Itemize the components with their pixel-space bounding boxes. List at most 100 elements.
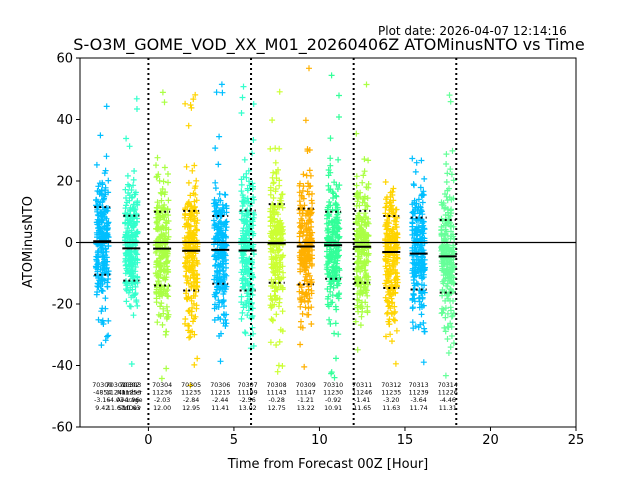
data-point	[277, 326, 284, 333]
data-point	[105, 332, 112, 339]
data-point	[212, 179, 219, 186]
data-point	[324, 295, 331, 302]
data-point	[191, 185, 198, 192]
data-point	[187, 192, 194, 199]
data-point	[249, 264, 256, 271]
data-point	[97, 266, 104, 273]
data-point	[186, 334, 193, 341]
data-point	[389, 338, 395, 345]
data-point	[420, 247, 427, 254]
stat-line: 11.41	[211, 405, 229, 412]
data-point	[187, 333, 194, 340]
data-point	[182, 263, 189, 270]
data-point	[239, 275, 246, 282]
data-point	[217, 316, 224, 323]
data-point	[215, 161, 222, 168]
data-point	[391, 303, 398, 310]
data-point	[383, 333, 389, 340]
stat-line: 70306	[210, 382, 230, 389]
data-point	[122, 220, 129, 227]
data-point	[157, 303, 164, 310]
data-point	[128, 361, 135, 367]
data-point	[191, 231, 198, 238]
data-point	[101, 206, 108, 213]
data-point	[160, 305, 167, 312]
data-point	[267, 145, 274, 152]
stat-line: 70303	[121, 382, 141, 389]
data-point	[194, 226, 200, 233]
data-point	[307, 279, 314, 286]
data-point	[390, 197, 397, 204]
data-point	[386, 199, 393, 206]
data-point	[297, 202, 304, 209]
data-point	[94, 208, 101, 215]
data-point	[153, 286, 160, 293]
stat-line: 70302	[120, 382, 140, 389]
data-point	[162, 290, 169, 297]
data-point	[442, 372, 449, 379]
stat-line: 11230	[323, 390, 343, 397]
data-point	[359, 260, 366, 267]
data-point	[361, 259, 368, 266]
data-point	[223, 202, 230, 209]
data-point	[450, 274, 457, 281]
data-point	[327, 169, 334, 176]
data-point	[105, 177, 112, 184]
data-point	[104, 283, 111, 290]
data-point	[163, 217, 170, 224]
data-point	[152, 270, 159, 277]
data-point	[240, 283, 247, 290]
data-point	[362, 286, 369, 292]
data-point	[215, 229, 222, 236]
data-point	[392, 289, 399, 296]
data-point	[247, 282, 253, 289]
data-point	[302, 304, 309, 311]
data-point	[187, 102, 194, 108]
data-point	[219, 231, 226, 238]
data-point	[393, 218, 400, 225]
data-point	[211, 317, 218, 323]
data-point	[164, 206, 171, 212]
data-point	[306, 147, 313, 153]
data-point	[306, 183, 312, 190]
data-point	[271, 293, 278, 300]
data-point	[298, 290, 305, 297]
data-point	[122, 262, 129, 269]
data-point	[270, 195, 277, 201]
data-point	[386, 271, 393, 278]
data-point	[160, 178, 167, 185]
data-point	[275, 248, 282, 254]
data-point	[130, 220, 137, 227]
data-point	[306, 272, 313, 279]
data-point	[416, 272, 423, 279]
data-point	[388, 310, 395, 317]
data-point	[333, 306, 340, 313]
data-point	[418, 311, 425, 318]
data-point	[296, 182, 303, 189]
stat-line: 70305	[181, 382, 201, 389]
data-point	[223, 218, 230, 225]
data-point	[278, 202, 285, 209]
data-point	[418, 157, 425, 164]
data-point	[439, 242, 446, 249]
data-point	[421, 235, 428, 242]
data-point	[186, 222, 193, 229]
data-point	[220, 298, 227, 305]
data-point	[191, 218, 198, 225]
data-point	[447, 166, 454, 173]
data-point	[220, 204, 226, 211]
stat-line: 70314	[438, 382, 458, 389]
data-point	[183, 163, 190, 170]
data-point	[185, 327, 192, 334]
data-point	[103, 103, 110, 110]
data-point	[99, 181, 106, 188]
data-point	[218, 223, 225, 230]
data-point	[94, 212, 101, 218]
stat-label-3: 70303 11253 -1.96 10.63	[121, 382, 141, 412]
data-point	[443, 243, 450, 249]
stat-line: 70300	[92, 382, 112, 389]
data-point	[438, 310, 445, 317]
data-point	[328, 299, 334, 306]
data-point	[249, 324, 256, 331]
data-point	[216, 133, 223, 140]
